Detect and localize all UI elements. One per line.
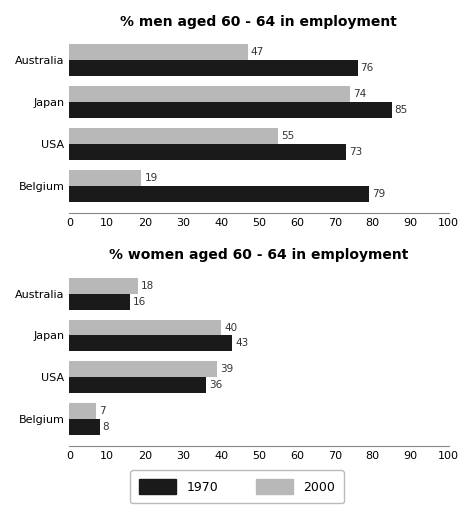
Text: 73: 73 bbox=[349, 147, 363, 157]
Text: 76: 76 bbox=[361, 63, 374, 73]
Bar bbox=[69, 144, 346, 160]
Bar bbox=[69, 44, 247, 60]
Bar bbox=[69, 293, 130, 310]
Bar bbox=[69, 361, 217, 377]
Text: 16: 16 bbox=[133, 296, 146, 307]
Bar bbox=[69, 102, 392, 118]
Text: 79: 79 bbox=[372, 188, 385, 199]
Text: 85: 85 bbox=[395, 105, 408, 115]
Bar bbox=[69, 60, 357, 76]
Text: 55: 55 bbox=[281, 131, 294, 141]
Bar bbox=[69, 319, 221, 335]
Text: 7: 7 bbox=[99, 406, 106, 416]
Bar bbox=[69, 377, 206, 393]
Text: 8: 8 bbox=[103, 422, 109, 432]
Title: % women aged 60 - 64 in employment: % women aged 60 - 64 in employment bbox=[109, 248, 409, 263]
Bar bbox=[69, 169, 141, 186]
Text: 18: 18 bbox=[141, 281, 154, 291]
Text: 36: 36 bbox=[209, 380, 222, 390]
Bar bbox=[69, 403, 96, 419]
Text: 47: 47 bbox=[251, 47, 264, 57]
Text: 40: 40 bbox=[224, 323, 237, 332]
Legend: 1970, 2000: 1970, 2000 bbox=[130, 471, 344, 503]
Text: 43: 43 bbox=[236, 338, 249, 348]
Bar bbox=[69, 86, 350, 102]
Text: 39: 39 bbox=[220, 365, 234, 374]
Title: % men aged 60 - 64 in employment: % men aged 60 - 64 in employment bbox=[120, 15, 397, 29]
Bar bbox=[69, 128, 278, 144]
Bar bbox=[69, 335, 232, 351]
Bar bbox=[69, 278, 137, 293]
Bar bbox=[69, 186, 369, 202]
Text: 74: 74 bbox=[353, 89, 366, 99]
Text: 19: 19 bbox=[145, 173, 158, 183]
Bar bbox=[69, 419, 100, 435]
